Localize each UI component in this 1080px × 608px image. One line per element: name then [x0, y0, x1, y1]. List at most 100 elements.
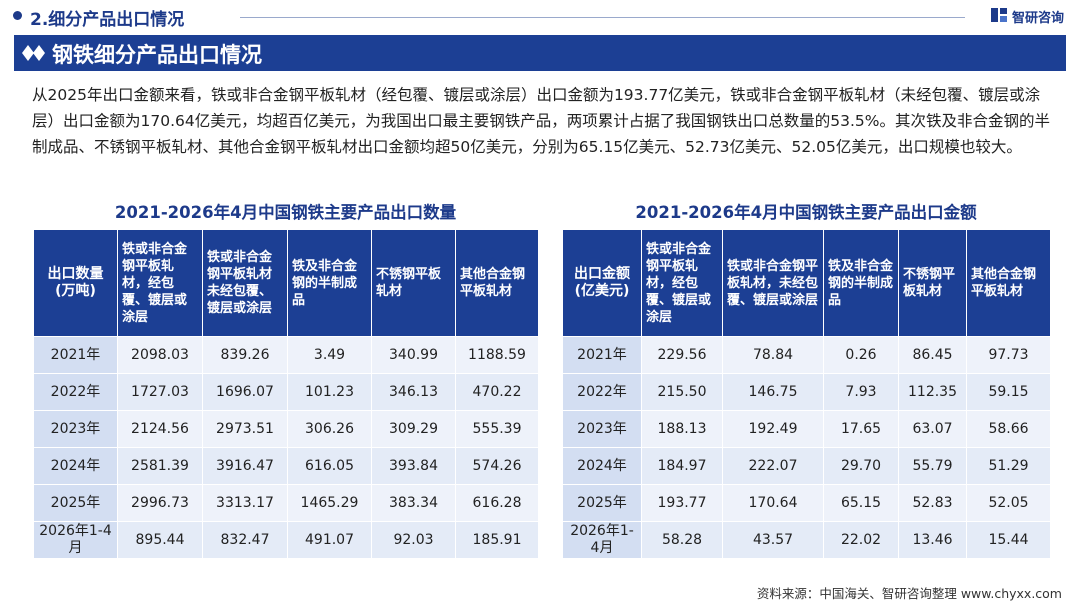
cell: 15.44 — [966, 521, 1051, 559]
row-label: 2026年1-4月 — [33, 521, 118, 559]
cell: 1696.07 — [202, 373, 288, 411]
table-title: 2021-2026年4月中国钢铁主要产品出口数量 — [114, 203, 457, 222]
row-label: 2023年 — [562, 410, 642, 448]
row-label: 2025年 — [562, 484, 642, 522]
row-label: 2025年 — [33, 484, 118, 522]
cell: 309.29 — [371, 410, 456, 448]
table-row: 2024年 184.97 222.07 29.70 55.79 51.29 — [562, 447, 1051, 485]
cell: 13.46 — [898, 521, 967, 559]
table-row: 2023年 2124.56 2973.51 306.26 309.29 555.39 — [33, 410, 539, 448]
section-title: 2.细分产品出口情况 — [30, 10, 185, 30]
cell: 2581.39 — [117, 447, 203, 485]
cell: 97.73 — [966, 336, 1051, 374]
row-label: 2021年 — [562, 336, 642, 374]
row-label: 2022年 — [33, 373, 118, 411]
cell: 86.45 — [898, 336, 967, 374]
row-label: 2021年 — [33, 336, 118, 374]
cell: 393.84 — [371, 447, 456, 485]
cell: 188.13 — [641, 410, 723, 448]
cell: 1465.29 — [287, 484, 372, 522]
cell: 112.35 — [898, 373, 967, 411]
cell: 192.49 — [722, 410, 824, 448]
cell: 29.70 — [823, 447, 899, 485]
banner-icon — [22, 45, 45, 61]
cell: 184.97 — [641, 447, 723, 485]
cell: 306.26 — [287, 410, 372, 448]
header-cell: 不锈钢平板轧材 — [371, 229, 456, 337]
table-row: 2022年 215.50 146.75 7.93 112.35 59.15 — [562, 373, 1051, 411]
cell: 491.07 — [287, 521, 372, 559]
brand: 智研咨询 — [1012, 11, 1065, 26]
cell: 2124.56 — [117, 410, 203, 448]
cell: 59.15 — [966, 373, 1051, 411]
section-dot — [13, 11, 22, 20]
header-cell: 出口数量(万吨) — [33, 229, 118, 337]
header-cell: 铁及非合金钢的半制成品 — [287, 229, 372, 337]
row-label: 2024年 — [33, 447, 118, 485]
header-cell: 其他合金钢平板轧材 — [455, 229, 539, 337]
cell: 63.07 — [898, 410, 967, 448]
header-line — [240, 17, 965, 18]
row-label: 2026年1-4月 — [562, 521, 642, 559]
header-cell: 其他合金钢平板轧材 — [966, 229, 1051, 337]
cell: 58.66 — [966, 410, 1051, 448]
cell: 52.05 — [966, 484, 1051, 522]
table-row: 2023年 188.13 192.49 17.65 63.07 58.66 — [562, 410, 1051, 448]
cell: 17.65 — [823, 410, 899, 448]
cell: 3.49 — [287, 336, 372, 374]
table-row: 2021年 229.56 78.84 0.26 86.45 97.73 — [562, 336, 1051, 374]
cell: 43.57 — [722, 521, 824, 559]
header-cell: 铁或非合金钢平板轧材，经包覆、镀层或涂层 — [641, 229, 723, 337]
banner-title: 钢铁细分产品出口情况 — [52, 43, 262, 67]
data-table: 出口金额(亿美元) 铁或非合金钢平板轧材，经包覆、镀层或涂层 铁或非合金钢平板轧材，… — [562, 229, 1051, 559]
header-cell: 不锈钢平板轧材 — [898, 229, 967, 337]
cell: 222.07 — [722, 447, 824, 485]
cell: 51.29 — [966, 447, 1051, 485]
table-row: 2026年1-4月 895.44 832.47 491.07 92.03 185.91 — [33, 521, 539, 559]
table-row: 2026年1-4月 58.28 43.57 22.02 13.46 15.44 — [562, 521, 1051, 559]
cell: 340.99 — [371, 336, 456, 374]
header-cell: 铁或非合金钢平板轧材，经包覆、镀层或涂层 — [117, 229, 203, 337]
table-title: 2021-2026年4月中国钢铁主要产品出口金额 — [635, 203, 977, 222]
table-row: 2025年 193.77 170.64 65.15 52.83 52.05 — [562, 484, 1051, 522]
cell: 215.50 — [641, 373, 723, 411]
cell: 3916.47 — [202, 447, 288, 485]
table-row: 2021年 2098.03 839.26 3.49 340.99 1188.59 — [33, 336, 539, 374]
header-row: 出口数量(万吨) 铁或非合金钢平板轧材，经包覆、镀层或涂层 铁或非合金钢平板轧材未经… — [33, 229, 539, 337]
row-label: 2023年 — [33, 410, 118, 448]
header-cell: 铁或非合金钢平板轧材，未经包覆、镀层或涂层 — [722, 229, 824, 337]
cell: 52.83 — [898, 484, 967, 522]
header-cell: 铁或非合金钢平板轧材未经包覆、镀层或涂层 — [202, 229, 288, 337]
cell: 65.15 — [823, 484, 899, 522]
banner — [14, 35, 1066, 71]
cell: 7.93 — [823, 373, 899, 411]
cell: 895.44 — [117, 521, 203, 559]
cell: 92.03 — [371, 521, 456, 559]
cell: 2098.03 — [117, 336, 203, 374]
header-row: 出口金额(亿美元) 铁或非合金钢平板轧材，经包覆、镀层或涂层 铁或非合金钢平板轧材，… — [562, 229, 1051, 337]
brand-logo — [991, 8, 1007, 22]
row-label: 2024年 — [562, 447, 642, 485]
data-table: 出口数量(万吨) 铁或非合金钢平板轧材，经包覆、镀层或涂层 铁或非合金钢平板轧材未经… — [33, 229, 539, 559]
table-row: 2022年 1727.03 1696.07 101.23 346.13 470.22 — [33, 373, 539, 411]
cell: 346.13 — [371, 373, 456, 411]
cell: 2996.73 — [117, 484, 203, 522]
cell: 146.75 — [722, 373, 824, 411]
cell: 1727.03 — [117, 373, 203, 411]
cell: 55.79 — [898, 447, 967, 485]
table-row: 2024年 2581.39 3916.47 616.05 393.84 574.26 — [33, 447, 539, 485]
cell: 616.28 — [455, 484, 539, 522]
cell: 78.84 — [722, 336, 824, 374]
cell: 193.77 — [641, 484, 723, 522]
source: 资料来源：中国海关、智研咨询整理 www.chyxx.com — [756, 586, 1062, 601]
cell: 839.26 — [202, 336, 288, 374]
cell: 58.28 — [641, 521, 723, 559]
cell: 185.91 — [455, 521, 539, 559]
cell: 470.22 — [455, 373, 539, 411]
cell: 170.64 — [722, 484, 824, 522]
header-cell: 出口金额(亿美元) — [562, 229, 642, 337]
cell: 229.56 — [641, 336, 723, 374]
cell: 0.26 — [823, 336, 899, 374]
cell: 101.23 — [287, 373, 372, 411]
